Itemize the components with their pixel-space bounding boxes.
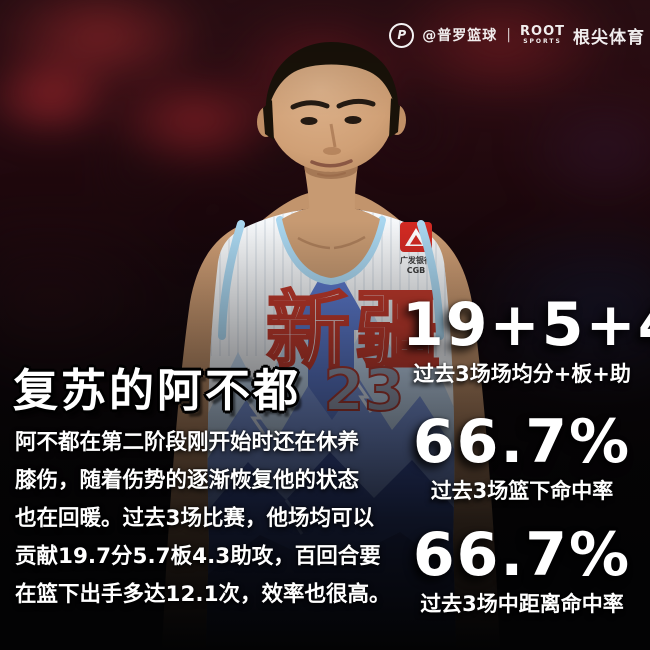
stat-block-rim-fg: 66.7% 过去3场篮下命中率	[402, 410, 642, 505]
article-line: 阿不都在第二阶段刚开始时还在休养	[15, 430, 360, 455]
stat-block-midrange-fg: 66.7% 过去3场中距离命中率	[402, 523, 642, 618]
publisher-handle: @普罗篮球	[422, 28, 498, 44]
stat-value: 66.7%	[412, 407, 632, 477]
brand-name: 根尖体育	[573, 27, 645, 48]
article-line: 也在回暖。过去3场比赛，他场均可以	[15, 506, 374, 531]
article-paragraph: 阿不都在第二阶段刚开始时还在休养 膝伤，随着伤势的逐渐恢复他的状态 也在回暖。过…	[15, 424, 391, 614]
article-line: 贡献19.7分5.7板4.3助攻，百回合要	[15, 544, 381, 569]
stat-label: 过去3场场均分+板+助	[413, 362, 631, 386]
headline-title: 复苏的阿不都	[13, 364, 302, 417]
root-sports-logo: ROOT SPORTS	[520, 25, 565, 45]
root-sports-logo-line1: ROOT	[520, 24, 565, 39]
article-line: 膝伤，随着伤势的逐渐恢复他的状态	[15, 468, 360, 493]
stat-value: 66.7%	[412, 520, 632, 590]
stat-value: 19+5+4	[402, 290, 650, 360]
article-line: 在篮下出手多达12.1次，效率也很高。	[15, 582, 391, 607]
stat-label: 过去3场篮下命中率	[430, 479, 614, 503]
root-sports-logo-line2: SPORTS	[523, 38, 562, 45]
brand-divider: |	[506, 27, 512, 43]
stats-column: 19+5+4 过去3场场均分+板+助 66.7% 过去3场篮下命中率 66.7%…	[402, 290, 650, 618]
brand-bar: P @普罗篮球 | ROOT SPORTS 根尖体育	[389, 22, 645, 48]
publisher-logo-icon: P	[389, 22, 415, 48]
stat-label: 过去3场中距离命中率	[420, 592, 624, 616]
stat-block-points-rebounds-assists: 19+5+4 过去3场场均分+板+助	[402, 290, 650, 388]
